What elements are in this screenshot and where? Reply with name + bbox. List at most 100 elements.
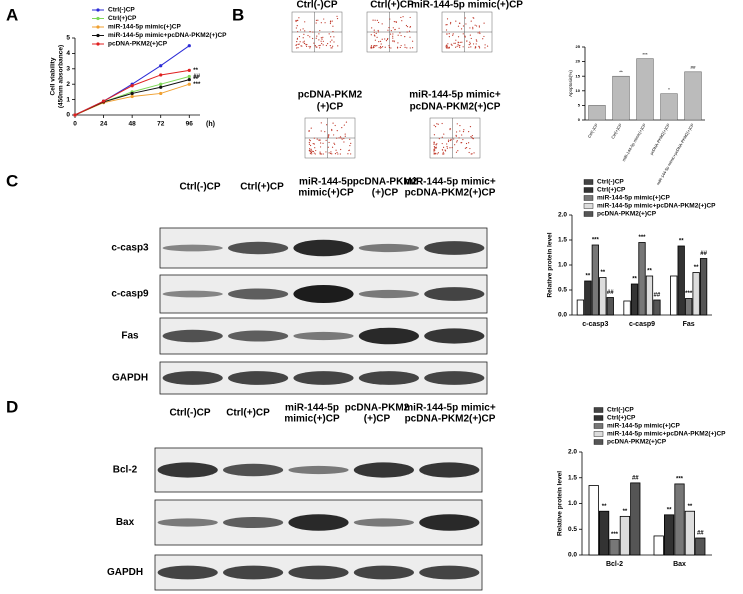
blot-band: [162, 371, 223, 385]
y-tick-label: 1: [66, 96, 70, 103]
flow-dot: [331, 20, 333, 22]
flow-dot: [395, 21, 397, 23]
flow-dot: [320, 142, 322, 144]
point: [159, 82, 163, 86]
flow-dot: [468, 131, 470, 133]
flow-dot: [303, 33, 305, 36]
flow-dot: [446, 45, 449, 47]
flow-dot: [472, 28, 474, 30]
column-label: Ctrl(+)CP: [240, 182, 284, 193]
flow-dot: [299, 29, 302, 31]
flow-dot: [404, 46, 406, 48]
row-label: c-casp3: [111, 243, 149, 254]
bar: [636, 58, 654, 121]
point: [101, 99, 106, 103]
flow-dot: [314, 45, 316, 47]
blot-band: [223, 517, 284, 528]
flow-dot: [341, 127, 343, 129]
flow-dot: [452, 33, 454, 35]
legend-swatch: [593, 407, 604, 413]
significance: ***: [685, 291, 693, 297]
flow-dot: [462, 130, 465, 133]
flow-dot: [456, 123, 458, 125]
flow-label: miR-144-5p mimic+: [409, 90, 501, 101]
flow-dot: [371, 27, 373, 29]
flow-dot: [411, 40, 414, 42]
blot-band: [228, 330, 289, 342]
panel-label: A: [6, 5, 18, 24]
y-tick-label: 1.0: [558, 262, 567, 269]
flow-dot: [319, 152, 321, 154]
flow-dot: [445, 24, 447, 26]
blot-band: [293, 285, 354, 303]
bar: [685, 298, 693, 316]
flow-dot: [447, 139, 450, 141]
flow-dot: [445, 47, 448, 49]
flow-dot: [483, 35, 485, 38]
flow-dot: [308, 130, 310, 132]
flow-dot: [388, 27, 390, 29]
flow-dot: [461, 41, 463, 43]
blot-band: [358, 327, 419, 345]
flow-dot: [472, 17, 474, 19]
flow-dot: [298, 43, 300, 45]
flow-dot: [304, 21, 306, 23]
flow-dot: [296, 25, 298, 27]
significance: **: [667, 507, 672, 513]
flow-dot: [389, 18, 391, 20]
flow-dot: [337, 45, 339, 47]
blot-band: [353, 518, 414, 527]
flow-dot: [327, 146, 329, 148]
flow-dot: [462, 33, 464, 35]
flow-dot: [411, 47, 414, 49]
bar: [660, 93, 678, 121]
flow-dot: [450, 21, 452, 24]
legend-label: miR-144-5p mimic+pcDNA-PKM2(+)CP: [108, 32, 227, 39]
flow-dot: [306, 43, 308, 46]
significance: **: [623, 509, 628, 515]
flow-label: (+)CP: [317, 102, 344, 113]
flow-dot: [437, 152, 439, 154]
bar: [584, 280, 592, 316]
y-tick-label: 1.0: [568, 500, 577, 507]
flow-dot: [457, 36, 460, 38]
bar: [695, 537, 706, 556]
y-tick-label: 25: [576, 44, 581, 49]
significance: ***: [592, 238, 600, 244]
y-axis-label: Cell viability: [50, 57, 57, 95]
point: [187, 82, 191, 86]
flow-dot: [296, 41, 298, 43]
blot-band: [228, 371, 289, 385]
flow-dot: [320, 122, 322, 124]
flow-dot: [456, 45, 458, 47]
significance: ***: [638, 235, 646, 241]
flow-dot: [446, 146, 448, 148]
flow-dot: [328, 141, 330, 144]
flow-dot: [456, 141, 458, 143]
flow-dot: [463, 129, 465, 131]
flow-dot: [472, 43, 475, 45]
blot-band: [424, 328, 485, 344]
flow-dot: [313, 137, 315, 139]
flow-dot: [462, 25, 465, 27]
flow-label: Ctrl(+)CP: [370, 0, 414, 11]
column-label: (+)CP: [364, 414, 391, 425]
flow-dot: [332, 31, 334, 33]
flow-dot: [309, 148, 311, 150]
legend-label: pcDNA-PKM2(+)CP: [607, 439, 667, 446]
flow-dot: [471, 134, 473, 137]
legend-swatch: [583, 203, 594, 209]
flow-dot: [376, 45, 378, 47]
flow-dot: [378, 47, 380, 49]
blot-band: [424, 287, 485, 301]
flow-dot: [441, 122, 443, 125]
flow-dot: [474, 47, 476, 49]
flow-dot: [333, 142, 335, 144]
significance: ***: [611, 532, 619, 538]
flow-dot: [468, 151, 470, 154]
flow-dot: [370, 45, 373, 47]
point: [187, 77, 191, 82]
y-tick-label: 4: [66, 50, 70, 57]
flow-dot: [343, 141, 345, 143]
bar: [677, 245, 685, 316]
